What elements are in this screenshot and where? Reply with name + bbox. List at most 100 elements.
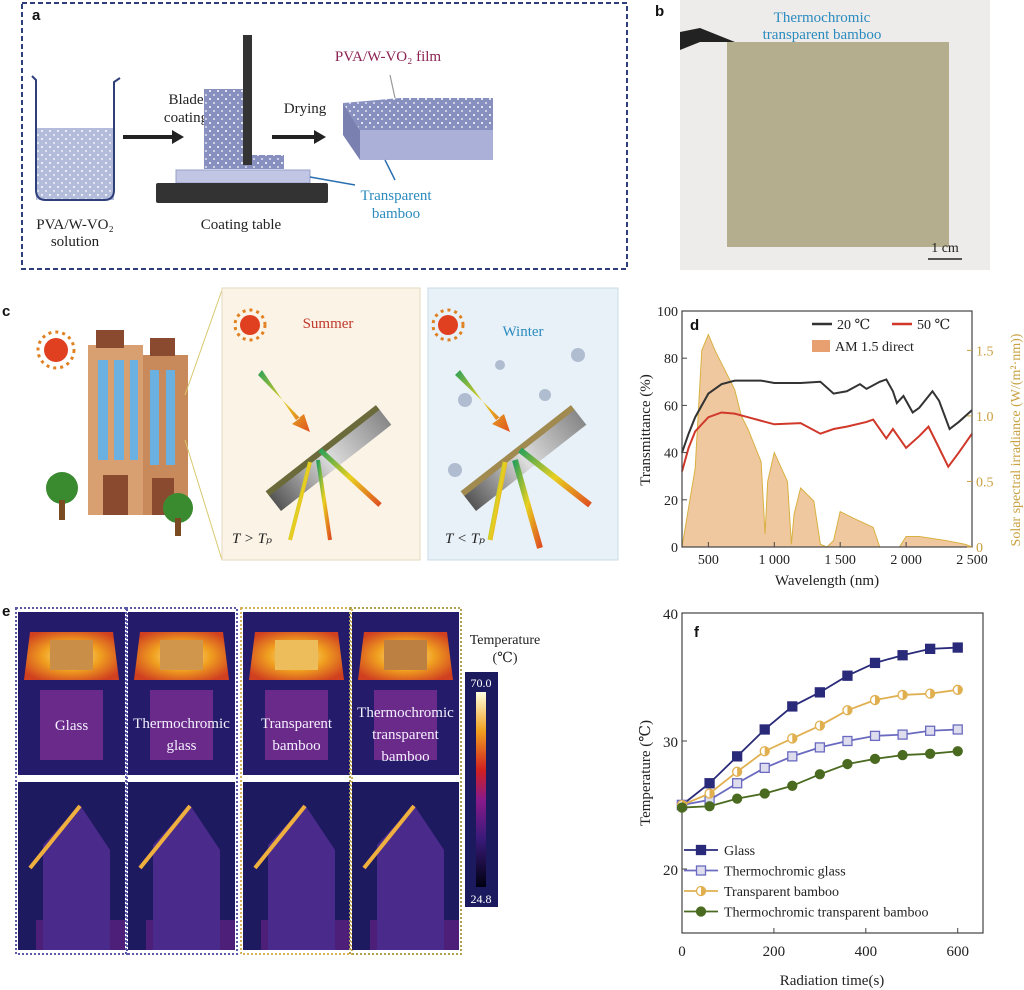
sample-frame xyxy=(349,607,462,955)
series-thermochromic-transparent-bamboo xyxy=(676,746,963,813)
x-tick-label: 500 xyxy=(698,553,719,568)
data-point xyxy=(787,701,798,712)
data-point xyxy=(952,746,963,757)
sun-icon xyxy=(431,308,465,342)
thermal-image-pair: Thermochromic glass xyxy=(125,607,238,955)
blade-coating-label: Blade xyxy=(169,92,204,108)
data-point xyxy=(925,725,936,736)
thermal-image-pair: Transparent bamboo xyxy=(240,607,353,955)
heated-roof xyxy=(362,804,416,870)
data-point xyxy=(759,762,770,774)
data-point xyxy=(952,642,963,653)
x-tick-label: 2 000 xyxy=(890,553,922,568)
colorbar-title: Temperature xyxy=(470,633,541,648)
panel-c: c Summer Winter xyxy=(2,287,619,561)
series-line-20c xyxy=(681,378,973,453)
solution-label-2: solution xyxy=(51,234,100,250)
arrow-right-icon xyxy=(272,130,326,144)
summer-label: Summer xyxy=(303,316,354,332)
sample-window xyxy=(50,640,93,670)
legend-label: Thermochromic glass xyxy=(724,865,846,880)
data-point xyxy=(842,735,853,747)
blade-coating-label-2: coating xyxy=(164,110,209,126)
data-point xyxy=(787,751,798,762)
y-tick-label: 100 xyxy=(657,305,678,320)
sun-icon xyxy=(36,330,76,370)
sample-label: bamboo xyxy=(381,749,429,765)
data-point-half xyxy=(957,685,963,695)
data-point xyxy=(869,730,881,742)
beaker-icon xyxy=(31,75,121,201)
summer-light-path xyxy=(258,370,392,541)
y2-axis-title: Solar spectral irradiance (W/(m²·nm)) xyxy=(1009,333,1024,546)
panel-b-label: b xyxy=(655,3,664,20)
x-axis-title: Radiation time(s) xyxy=(780,973,885,989)
film-label: PVA/W-VO₂ film xyxy=(335,49,442,65)
chart-legend: 20 ℃ 50 ℃ AM 1.5 direct xyxy=(812,318,950,355)
heated-roof xyxy=(138,804,192,870)
data-point xyxy=(731,778,743,789)
sample-frame xyxy=(125,607,238,955)
legend-swatch-am15 xyxy=(812,340,830,352)
sample-window xyxy=(160,640,203,670)
heated-roof xyxy=(28,804,82,870)
building-illustration xyxy=(46,289,223,561)
panel-e: e Glass Thermochromic glass Transparent bamb… xyxy=(2,603,541,955)
y-tick-label: 0 xyxy=(671,541,678,556)
y-axis-title: Transmittance (%) xyxy=(638,374,654,486)
stand xyxy=(150,690,213,760)
x-tick-label: 0 xyxy=(678,944,686,960)
stand xyxy=(265,690,328,760)
panel-a-label: a xyxy=(32,7,41,24)
data-point xyxy=(952,724,963,735)
transparent-bamboo-label: Transparent xyxy=(360,188,432,204)
sun-icon xyxy=(233,308,267,342)
y-tick-label: 30 xyxy=(663,735,678,751)
heated-roof xyxy=(253,804,307,870)
legend-marker xyxy=(695,906,707,917)
data-point-half xyxy=(902,690,908,700)
x-tick-label: 1 000 xyxy=(759,553,791,568)
x-tick-label: 2 500 xyxy=(956,553,988,568)
legend-label: Thermochromic transparent bamboo xyxy=(724,906,928,921)
y-tick-label: 40 xyxy=(663,607,678,623)
house-model xyxy=(377,805,444,950)
sample-label: Glass xyxy=(55,718,88,734)
y-tick-label: 80 xyxy=(664,352,678,367)
sample-label: transparent xyxy=(372,727,439,743)
legend-marker xyxy=(695,844,707,856)
data-point xyxy=(842,758,853,770)
bamboo-caption: Thermochromic xyxy=(774,10,871,26)
solution-label: PVA/W-VO₂ xyxy=(36,217,113,233)
arrow-right-icon xyxy=(123,130,184,144)
winter-light-path xyxy=(455,370,592,549)
summer-condition: T > Tₚ xyxy=(232,531,272,547)
y-axis-title: Temperature (℃) xyxy=(638,720,654,826)
panel-a: a PVA/W-VO₂ solution Blade coating Coati… xyxy=(21,2,628,270)
thermal-image-pair: Glass xyxy=(15,607,128,955)
transparent-bamboo-label-2: bamboo xyxy=(372,206,420,222)
x-tick-label: 200 xyxy=(763,944,786,960)
plot-frame xyxy=(681,310,973,548)
data-point-half xyxy=(709,788,715,798)
data-point xyxy=(925,748,936,759)
panel-d-label: d xyxy=(690,317,699,334)
film-on-bamboo-illustration xyxy=(343,74,493,181)
legend-label: Glass xyxy=(724,844,755,859)
data-point xyxy=(897,650,908,661)
sample-label: glass xyxy=(167,738,197,754)
winter-condition: T < Tₚ xyxy=(445,531,485,547)
legend-label: Transparent bamboo xyxy=(724,885,839,900)
data-point xyxy=(814,687,826,698)
data-point xyxy=(787,780,798,791)
data-point xyxy=(759,724,770,735)
data-point-half xyxy=(819,721,825,731)
x-tick-label: 600 xyxy=(946,944,969,960)
house-model xyxy=(268,805,335,950)
sample-label: Thermochromic xyxy=(357,705,454,721)
sample-label: Thermochromic xyxy=(133,716,230,732)
data-point xyxy=(869,753,881,765)
data-point-half xyxy=(792,733,797,743)
